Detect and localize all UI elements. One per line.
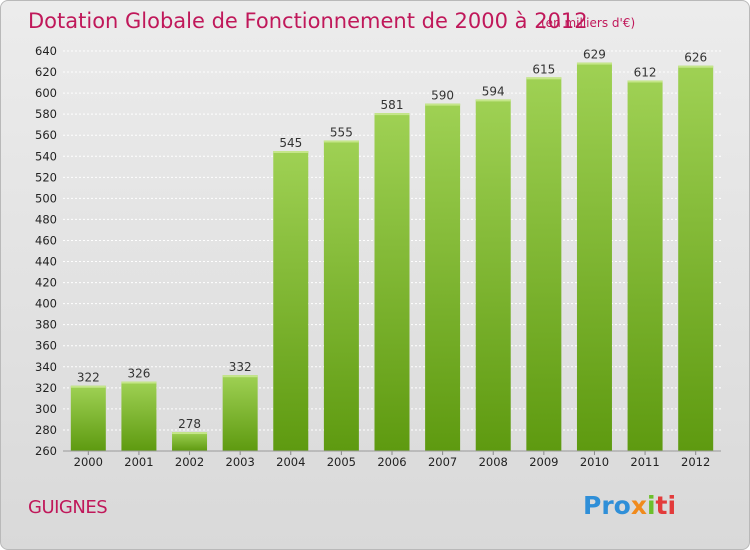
- bar-2005: [323, 140, 359, 451]
- bar-2007: [425, 103, 461, 451]
- bar-2008: [475, 99, 511, 451]
- y-tick-label: 620: [35, 65, 57, 79]
- bar-2009: [526, 77, 562, 451]
- y-tick-label: 260: [35, 444, 57, 458]
- y-tick-label: 340: [35, 360, 57, 374]
- data-label-2009: 615: [532, 62, 555, 76]
- bar-top-highlight: [121, 381, 157, 384]
- x-tick-label: 2011: [630, 455, 659, 469]
- x-tick-label: 2004: [276, 455, 305, 469]
- y-tick-label: 560: [35, 128, 57, 142]
- y-tick-label: 300: [35, 402, 57, 416]
- bar-2002: [172, 432, 208, 451]
- bar-2006: [374, 113, 410, 452]
- x-tick-label: 2009: [529, 455, 558, 469]
- data-label-2012: 626: [684, 51, 707, 65]
- bar-top-highlight: [70, 385, 106, 388]
- bar-2010: [576, 62, 612, 451]
- bar-top-highlight: [273, 151, 309, 153]
- bar-2011: [627, 80, 663, 451]
- bars: [70, 62, 714, 452]
- data-label-2005: 555: [330, 125, 353, 139]
- data-label-2002: 278: [178, 417, 201, 431]
- x-tick-label: 2002: [175, 455, 204, 469]
- x-tick-label: 2012: [681, 455, 710, 469]
- y-tick-label: 400: [35, 297, 57, 311]
- bar-top-highlight: [323, 140, 359, 143]
- data-label-2011: 612: [634, 65, 657, 79]
- data-label-2004: 545: [279, 136, 302, 150]
- bar-top-highlight: [222, 375, 258, 378]
- bar-top-highlight: [475, 99, 511, 102]
- chart-title: Dotation Globale de Fonctionnement de 20…: [28, 9, 588, 33]
- data-label-2003: 332: [229, 360, 252, 374]
- y-axis-ticks: 260 280 300 320 340 360 380 400 420 440 460 480 500 5…: [35, 44, 57, 458]
- commune-name: GUIGNES: [28, 497, 108, 518]
- y-tick-label: 640: [35, 44, 57, 58]
- y-tick-label: 480: [35, 212, 57, 226]
- x-tick-label: 2010: [580, 455, 609, 469]
- data-label-2007: 590: [431, 89, 454, 103]
- x-tick-label: 2003: [226, 455, 255, 469]
- x-tick-label: 2006: [377, 455, 406, 469]
- bar-top-highlight: [576, 62, 612, 65]
- x-tick-label: 2000: [74, 455, 103, 469]
- bar-2003: [222, 375, 258, 451]
- bar-top-highlight: [172, 432, 208, 435]
- x-axis-ticks: 2000 2001 2002 2003 2004 2005 2006 2007 2008 2009…: [63, 450, 721, 469]
- proxiti-logo: Proxiti: [583, 491, 677, 520]
- data-label-2000: 322: [77, 371, 100, 385]
- y-tick-label: 500: [35, 191, 57, 205]
- y-tick-label: 420: [35, 276, 57, 290]
- bar-2004: [273, 151, 309, 451]
- y-tick-label: 540: [35, 149, 57, 163]
- y-tick-label: 520: [35, 170, 57, 184]
- data-label-2006: 581: [381, 98, 404, 112]
- x-tick-label: 2005: [327, 455, 356, 469]
- y-tick-label: 360: [35, 339, 57, 353]
- bar-2012: [678, 65, 714, 451]
- y-tick-label: 460: [35, 233, 57, 247]
- y-tick-label: 580: [35, 107, 57, 121]
- data-label-2001: 326: [127, 367, 150, 381]
- y-tick-label: 600: [35, 86, 57, 100]
- bar-top-highlight: [374, 113, 410, 116]
- data-label-2010: 629: [583, 48, 606, 62]
- bar-2001: [121, 381, 157, 451]
- unit-note: (en milliers d'€): [541, 16, 636, 30]
- bar-top-highlight: [627, 80, 663, 83]
- x-tick-label: 2007: [428, 455, 457, 469]
- y-tick-label: 320: [35, 381, 57, 395]
- y-tick-label: 440: [35, 255, 57, 269]
- y-tick-label: 380: [35, 318, 57, 332]
- bar-top-highlight: [526, 77, 562, 80]
- y-tick-label: 280: [35, 423, 57, 437]
- bar-2000: [70, 385, 106, 451]
- data-labels: 322 326 278 332 545 555 581 590 594 615 629 612 626: [77, 48, 707, 431]
- x-tick-label: 2008: [479, 455, 508, 469]
- data-label-2008: 594: [482, 84, 505, 98]
- bar-top-highlight: [678, 65, 714, 68]
- x-tick-label: 2001: [124, 455, 153, 469]
- bar-top-highlight: [425, 103, 461, 106]
